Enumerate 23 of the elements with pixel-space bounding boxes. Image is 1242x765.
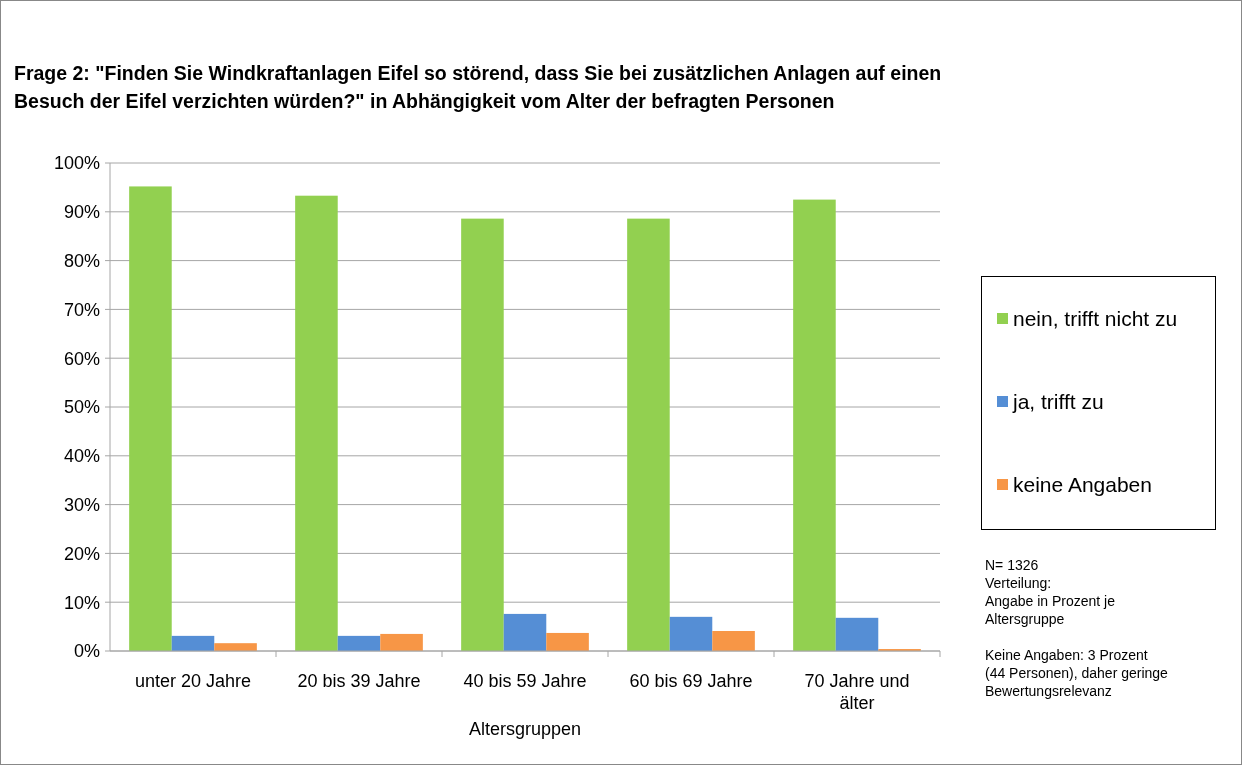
x-tick-label: 70 Jahre und älter (804, 671, 910, 713)
x-tick-label: 60 bis 69 Jahre (629, 671, 753, 691)
legend-label: keine Angaben (1013, 473, 1152, 497)
y-tick-label: 70% (63, 299, 100, 320)
legend-label: nein, trifft nicht zu (1013, 307, 1178, 331)
chart-title: Frage 2: "Finden Sie Windkraftanlagen Eifel so störend, dass Sie bei zusätzlichen Anlagen auf einen Besuch der Eifel verzichten würden?" in Abhängigkeit vom Alter der befragten Personen (14, 62, 942, 112)
x-tick-label: unter 20 Jahre (134, 671, 252, 691)
y-tick-label: 30% (63, 494, 100, 515)
text: N= 1326 Verteilung: Angabe in Prozent je Altersgruppe (985, 557, 1116, 627)
x-tick-label: 20 bis 39 Jahre (297, 671, 421, 691)
x-axis-title: Altersgruppen (468, 719, 582, 739)
y-tick-label: 20% (63, 543, 100, 564)
y-tick-label: 50% (63, 397, 100, 418)
y-tick-label: 40% (63, 446, 100, 467)
legend-label: ja, trifft zu (1012, 390, 1104, 414)
y-tick-label: 100% (53, 153, 100, 174)
text: Keine Angaben: 3 Prozent (44 Personen), daher geringe Bewertungsrelevanz (985, 647, 1169, 699)
y-tick-label: 60% (63, 348, 100, 369)
y-tick-label: 10% (63, 592, 100, 613)
y-tick-label: 90% (63, 202, 100, 223)
x-tick-label: 40 bis 59 Jahre (463, 671, 587, 691)
y-tick-label: 80% (63, 250, 100, 271)
y-tick-label: 0% (73, 641, 100, 662)
